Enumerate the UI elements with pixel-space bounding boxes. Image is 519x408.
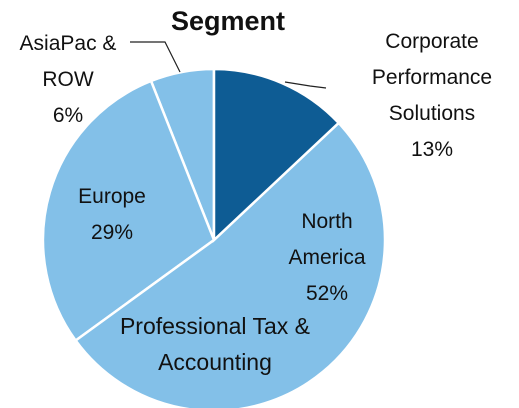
slice-label: Corporate Performance Solutions 13% [362,24,502,168]
leader-line [284,81,327,89]
pie-slice [212,67,341,243]
category-label: Corporate Performance Solutions [371,30,493,125]
value-label: 52% [305,282,349,305]
value-label: 29% [90,221,134,244]
slice-label: AsiaPac & ROW 6% [8,26,128,134]
pie-slice [41,79,216,343]
category-label: North America [288,210,366,269]
category-label: Europe [78,185,146,208]
group-annotation: Professional Tax & Accounting [119,313,311,375]
value-label: 13% [410,138,454,161]
value-label: 6% [52,104,84,127]
category-label: AsiaPac & ROW [19,32,117,91]
chart-title: Segment [170,6,286,36]
slice-label: North America 52% [262,204,392,312]
leader-line [130,41,181,73]
pie-slice [73,121,387,408]
slice-label: Europe 29% [52,179,172,251]
